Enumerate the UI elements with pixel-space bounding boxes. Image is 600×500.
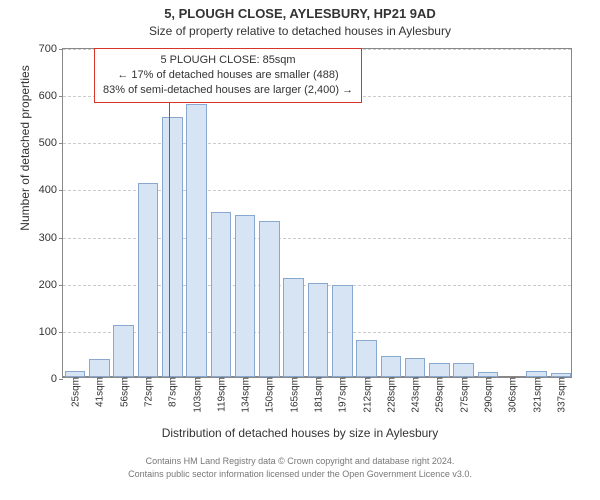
y-tick-label: 400 (39, 184, 63, 196)
histogram-bar (308, 283, 329, 377)
x-tick-label: 275sqm (457, 377, 470, 413)
gridline (63, 143, 571, 144)
x-tick-label: 259sqm (433, 377, 446, 413)
x-tick-label: 165sqm (287, 377, 300, 413)
y-tick-label: 0 (51, 373, 63, 385)
x-tick-label: 87sqm (166, 377, 179, 407)
y-tick-label: 100 (39, 326, 63, 338)
x-tick-label: 337sqm (554, 377, 567, 413)
histogram-bar (429, 363, 450, 377)
x-tick-label: 181sqm (312, 377, 325, 413)
footer-line-1: Contains HM Land Registry data © Crown c… (0, 456, 600, 466)
x-tick-label: 321sqm (530, 377, 543, 413)
annotation-box: 5 PLOUGH CLOSE: 85sqm← 17% of detached h… (94, 48, 362, 103)
histogram-bar (356, 340, 377, 377)
annotation-line: 83% of semi-detached houses are larger (… (103, 83, 353, 98)
x-tick-label: 119sqm (214, 377, 227, 412)
page-subtitle: Size of property relative to detached ho… (0, 24, 600, 38)
x-tick-label: 306sqm (506, 377, 519, 413)
histogram-bar (332, 285, 353, 377)
x-tick-label: 25sqm (69, 377, 82, 407)
y-tick-label: 600 (39, 90, 63, 102)
histogram-bar (235, 215, 256, 377)
histogram-bar (381, 356, 402, 377)
footer-line-2: Contains public sector information licen… (0, 469, 600, 479)
histogram-bar (186, 104, 207, 377)
y-tick-label: 200 (39, 279, 63, 291)
y-tick-label: 500 (39, 137, 63, 149)
y-tick-label: 700 (39, 43, 63, 55)
histogram-bar (259, 221, 280, 377)
x-tick-label: 243sqm (409, 377, 422, 413)
x-tick-label: 41sqm (93, 377, 106, 407)
x-tick-label: 150sqm (263, 377, 276, 413)
histogram-bar (113, 325, 134, 377)
x-tick-label: 290sqm (482, 377, 495, 413)
x-tick-label: 212sqm (360, 377, 373, 413)
annotation-line: 5 PLOUGH CLOSE: 85sqm (103, 53, 353, 68)
histogram-bar (162, 117, 183, 377)
histogram-bar (211, 212, 232, 377)
y-axis-label: Number of detached properties (18, 0, 32, 313)
histogram-bar (283, 278, 304, 377)
histogram-bar (453, 363, 474, 377)
x-tick-label: 197sqm (336, 377, 349, 413)
x-tick-label: 228sqm (384, 377, 397, 413)
y-tick-label: 300 (39, 232, 63, 244)
annotation-line: ← 17% of detached houses are smaller (48… (103, 68, 353, 83)
x-tick-label: 103sqm (190, 377, 203, 413)
x-tick-label: 134sqm (239, 377, 252, 413)
histogram-bar (89, 359, 110, 377)
histogram-bar (138, 183, 159, 377)
x-tick-label: 56sqm (117, 377, 130, 407)
x-axis-label: Distribution of detached houses by size … (0, 426, 600, 440)
x-tick-label: 72sqm (142, 377, 155, 407)
page-title: 5, PLOUGH CLOSE, AYLESBURY, HP21 9AD (0, 6, 600, 21)
histogram-bar (405, 358, 426, 377)
